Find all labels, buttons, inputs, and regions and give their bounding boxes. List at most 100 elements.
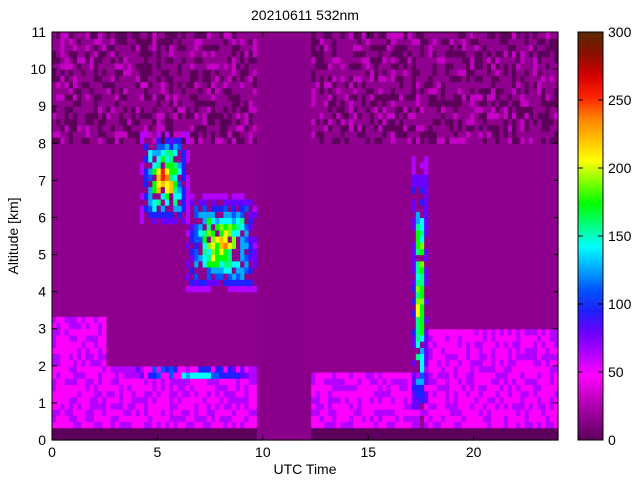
heatmap-cell: [227, 365, 233, 373]
heatmap-cell: [190, 118, 195, 126]
heatmap-cell: [160, 217, 166, 225]
heatmap-cell: [319, 396, 325, 404]
heatmap-cell: [194, 310, 199, 317]
heatmap-cell: [81, 365, 87, 373]
heatmap-cell: [340, 32, 346, 39]
heatmap-cell: [344, 205, 350, 212]
heatmap-cell: [328, 38, 333, 45]
heatmap-cell: [164, 81, 170, 89]
heatmap-cell: [302, 130, 308, 138]
heatmap-cell: [286, 372, 291, 379]
heatmap-cell: [110, 378, 116, 385]
heatmap-cell: [361, 365, 367, 373]
heatmap-cell: [236, 347, 241, 355]
heatmap-cell: [311, 304, 317, 311]
heatmap-cell: [127, 372, 133, 379]
heatmap-cell: [64, 291, 70, 299]
heatmap-cell: [244, 291, 250, 299]
heatmap-cell: [118, 415, 124, 423]
heatmap-cell: [290, 81, 296, 89]
heatmap-cell: [118, 279, 124, 287]
heatmap-cell: [340, 211, 346, 219]
heatmap-cell: [219, 192, 225, 200]
heatmap-cell: [227, 347, 233, 355]
heatmap-cell: [353, 279, 358, 287]
heatmap-cell: [344, 38, 350, 45]
heatmap-cell: [365, 198, 371, 206]
heatmap-cell: [307, 130, 312, 138]
heatmap-cell: [106, 297, 112, 305]
heatmap-cell: [252, 396, 258, 404]
heatmap-cell: [307, 396, 312, 404]
heatmap-cell: [60, 415, 66, 423]
heatmap-cell: [248, 75, 254, 83]
heatmap-cell: [194, 137, 199, 144]
heatmap-cell: [357, 433, 363, 441]
heatmap-cell: [198, 409, 204, 416]
heatmap-cell: [118, 81, 124, 89]
heatmap-cell: [118, 149, 124, 157]
heatmap-cell: [98, 174, 103, 181]
heatmap-cell: [302, 322, 308, 330]
heatmap-cell: [98, 180, 103, 188]
heatmap-cell: [286, 149, 291, 157]
heatmap-cell: [169, 100, 174, 107]
heatmap-cell: [93, 192, 99, 200]
heatmap-cell: [240, 106, 245, 113]
heatmap-cell: [248, 69, 254, 76]
heatmap-cell: [248, 56, 254, 64]
heatmap-cell: [231, 365, 237, 373]
heatmap-cell: [198, 328, 204, 336]
heatmap-cell: [169, 192, 174, 200]
heatmap-cell: [60, 236, 66, 243]
heatmap-cell: [106, 223, 112, 231]
heatmap-cell: [273, 297, 279, 305]
heatmap-cell: [85, 279, 91, 287]
heatmap-cell: [340, 180, 346, 188]
heatmap-cell: [106, 248, 112, 256]
heatmap-cell: [302, 347, 308, 355]
heatmap-cell: [152, 242, 158, 249]
heatmap-cell: [244, 198, 250, 206]
heatmap-cell: [177, 69, 183, 76]
heatmap-cell: [315, 334, 321, 342]
heatmap-cell: [144, 168, 149, 175]
heatmap-cell: [307, 433, 312, 441]
heatmap-cell: [152, 229, 158, 237]
heatmap-cell: [332, 118, 337, 126]
heatmap-cell: [340, 341, 346, 348]
heatmap-cell: [60, 378, 66, 385]
heatmap-cell: [177, 32, 183, 39]
heatmap-cell: [198, 396, 204, 404]
heatmap-cell: [236, 50, 241, 58]
heatmap-cell: [294, 353, 300, 361]
heatmap-cell: [127, 186, 133, 194]
heatmap-cell: [240, 130, 245, 138]
heatmap-cell: [169, 421, 174, 429]
heatmap-cell: [269, 87, 275, 95]
heatmap-cell: [261, 353, 266, 361]
heatmap-cell: [361, 130, 367, 138]
heatmap-cell: [248, 328, 254, 336]
heatmap-cell: [219, 217, 225, 225]
heatmap-cell: [282, 433, 287, 441]
heatmap-cell: [315, 44, 321, 52]
heatmap-cell: [114, 93, 120, 101]
heatmap-cell: [353, 384, 358, 392]
heatmap-cell: [323, 69, 329, 76]
heatmap-cell: [244, 372, 250, 379]
heatmap-cell: [357, 198, 363, 206]
heatmap-cell: [160, 384, 166, 392]
heatmap-cell: [118, 322, 124, 330]
heatmap-cell: [177, 372, 183, 379]
heatmap-cell: [294, 236, 300, 243]
heatmap-cell: [106, 44, 112, 52]
heatmap-cell: [118, 223, 124, 231]
heatmap-cell: [236, 38, 241, 45]
heatmap-cell: [164, 396, 170, 404]
heatmap-cell: [169, 198, 174, 206]
heatmap-cell: [240, 359, 245, 367]
heatmap-cell: [294, 174, 300, 181]
heatmap-cell: [164, 198, 170, 206]
heatmap-cell: [244, 304, 250, 311]
